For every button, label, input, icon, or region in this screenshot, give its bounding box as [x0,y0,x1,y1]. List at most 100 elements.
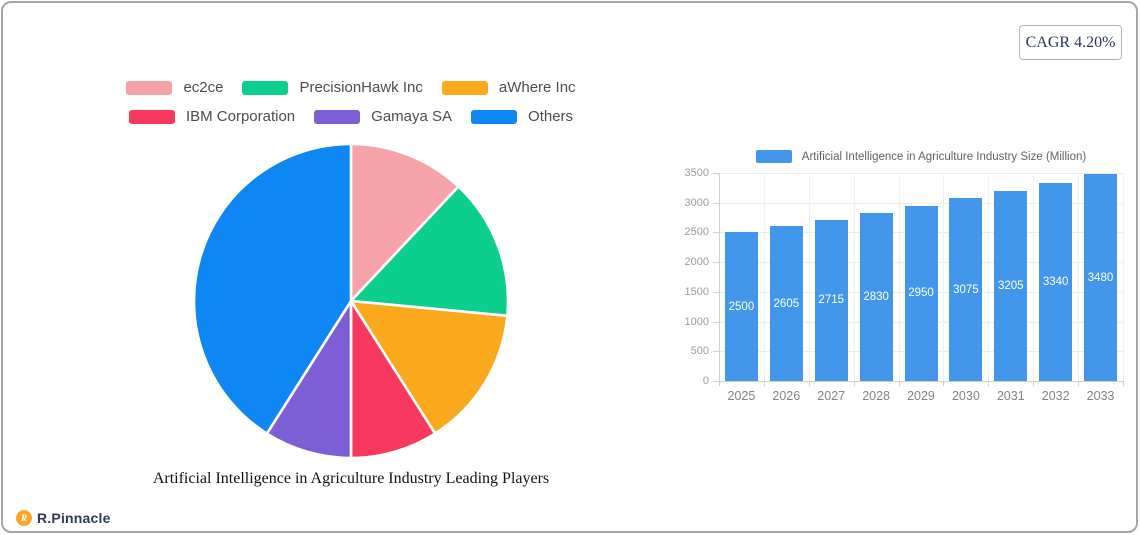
x-tick [1123,381,1124,386]
bar-2025[interactable]: 2500 [724,232,758,381]
x-tick [898,381,900,386]
y-axis-label: 2000 [684,256,709,269]
x-axis-label: 2028 [862,389,890,403]
legend-swatch-awhere-inc [441,80,488,95]
legend-item-awhere-inc[interactable]: aWhere Inc [441,79,576,96]
bar-value-label: 3340 [1042,275,1069,288]
legend-label: Others [528,108,574,125]
x-gridline [1078,173,1080,381]
bar-2026[interactable]: 2605 [769,226,803,381]
x-tick [988,381,990,386]
y-axis-label: 500 [690,345,709,358]
y-tick [713,173,719,174]
bar-value-label: 2950 [908,287,934,300]
legend-swatch-others [471,109,518,124]
legend-item-ec2ce[interactable]: ec2ce [126,79,223,96]
pie-slice-gamaya-sa[interactable] [265,299,353,460]
brand-logo: R R.Pinnacle [16,510,111,526]
x-tick [943,381,945,386]
bar-2029[interactable]: 2950 [904,205,938,381]
bar-value-label: 2500 [728,300,755,313]
bar-2028[interactable]: 2830 [859,212,893,381]
legend-label: IBM Corporation [185,108,296,125]
x-gridline [988,173,990,381]
x-axis-label: 2031 [996,389,1025,403]
legend-swatch-gamaya-sa [314,109,361,124]
legend-label: Gamaya SA [371,108,453,125]
legend-item-gamaya-sa[interactable]: Gamaya SA [314,108,452,125]
x-gridline [898,173,900,381]
x-axis-label: 2027 [817,389,846,403]
x-axis-line [713,381,1123,382]
pie-legend-row: IBM Corporation Gamaya SA Others [128,108,573,125]
pie-slice-others[interactable] [192,142,353,435]
y-axis-label: 0 [702,375,709,387]
y-axis-label: 3000 [684,196,709,209]
legend-swatch-ec2ce [126,80,173,95]
x-tick [719,381,720,386]
x-tick [853,381,855,386]
bar-value-label: 3205 [997,279,1024,292]
y-axis-label: 3500 [684,167,709,179]
bar-value-label: 2830 [863,290,889,303]
y-tick [713,321,719,323]
legend-label: ec2ce [183,79,224,96]
y-tick [713,351,719,353]
pie-slice-precisionhawk-inc[interactable] [349,185,510,318]
x-axis-label: 2026 [772,389,801,403]
y-gridline [719,173,1123,174]
bar-value-label: 2715 [818,294,845,307]
y-axis-label: 1500 [684,285,709,298]
x-tick [1078,381,1080,386]
x-gridline [808,173,810,381]
x-tick [763,381,765,386]
legend-label: PrecisionHawk Inc [299,79,423,96]
legend-swatch-ibm-corporation [128,109,175,124]
brand-name: R.Pinnacle [37,510,111,526]
pie-chart-title: Artificial Intelligence in Agriculture I… [152,470,550,487]
bar-legend-label: Artificial Intelligence in Agriculture I… [801,150,1087,163]
bar-2031[interactable]: 3205 [994,190,1028,381]
bar-2027[interactable]: 2715 [814,219,848,381]
pie-slice-awhere-inc[interactable] [349,299,509,435]
y-gridline [719,202,1123,204]
bar-chart-legend-item[interactable]: Artificial Intelligence in Agriculture I… [719,150,1123,163]
cagr-badge: CAGR 4.20% [1019,25,1122,60]
y-axis-line [719,173,720,381]
x-axis-label: 2025 [727,389,756,403]
legend-item-precisionhawk-inc[interactable]: PrecisionHawk Inc [242,79,423,96]
brand-icon: R [16,510,32,526]
pie-legend-row: ec2ce PrecisionHawk Inc aWhere Inc [126,79,576,96]
x-gridline [763,173,765,381]
x-tick [808,381,810,386]
cagr-badge-label: CAGR 4.20% [1025,33,1116,51]
y-axis-label: 1000 [684,315,709,328]
pie-slice-ibm-corporation[interactable] [349,299,437,460]
bar-2030[interactable]: 3075 [949,198,983,381]
x-gridline [1033,173,1035,381]
x-axis-label: 2030 [951,389,980,403]
pie-slice-ec2ce[interactable] [349,142,460,303]
bar-2033[interactable]: 3480 [1084,174,1118,381]
bar-2032[interactable]: 3340 [1039,182,1073,381]
bar-legend-swatch [755,150,792,163]
y-tick [713,232,719,234]
y-tick [713,262,719,264]
bar-value-label: 3075 [953,283,979,296]
legend-item-others[interactable]: Others [471,108,573,125]
bar-value-label: 2605 [773,297,800,310]
x-gridline [943,173,945,381]
bar-value-label: 3480 [1087,271,1114,284]
legend-item-ibm-corporation[interactable]: IBM Corporation [128,108,296,125]
x-axis-label: 2033 [1086,389,1115,403]
pie-legend: ec2ce PrecisionHawk Inc aWhere Inc IBM Corp… [51,79,651,125]
x-tick [1033,381,1035,386]
legend-swatch-precisionhawk-inc [242,80,289,95]
x-gridline [1123,173,1124,381]
bar-plot-area: 0 500 1000 1500 2000 2500 3000 3500 2500 2025 2605… [685,167,1124,403]
x-axis-label: 2029 [907,389,935,403]
legend-label: aWhere Inc [498,79,576,96]
x-gridline [853,173,855,381]
x-axis-label: 2032 [1041,389,1070,403]
